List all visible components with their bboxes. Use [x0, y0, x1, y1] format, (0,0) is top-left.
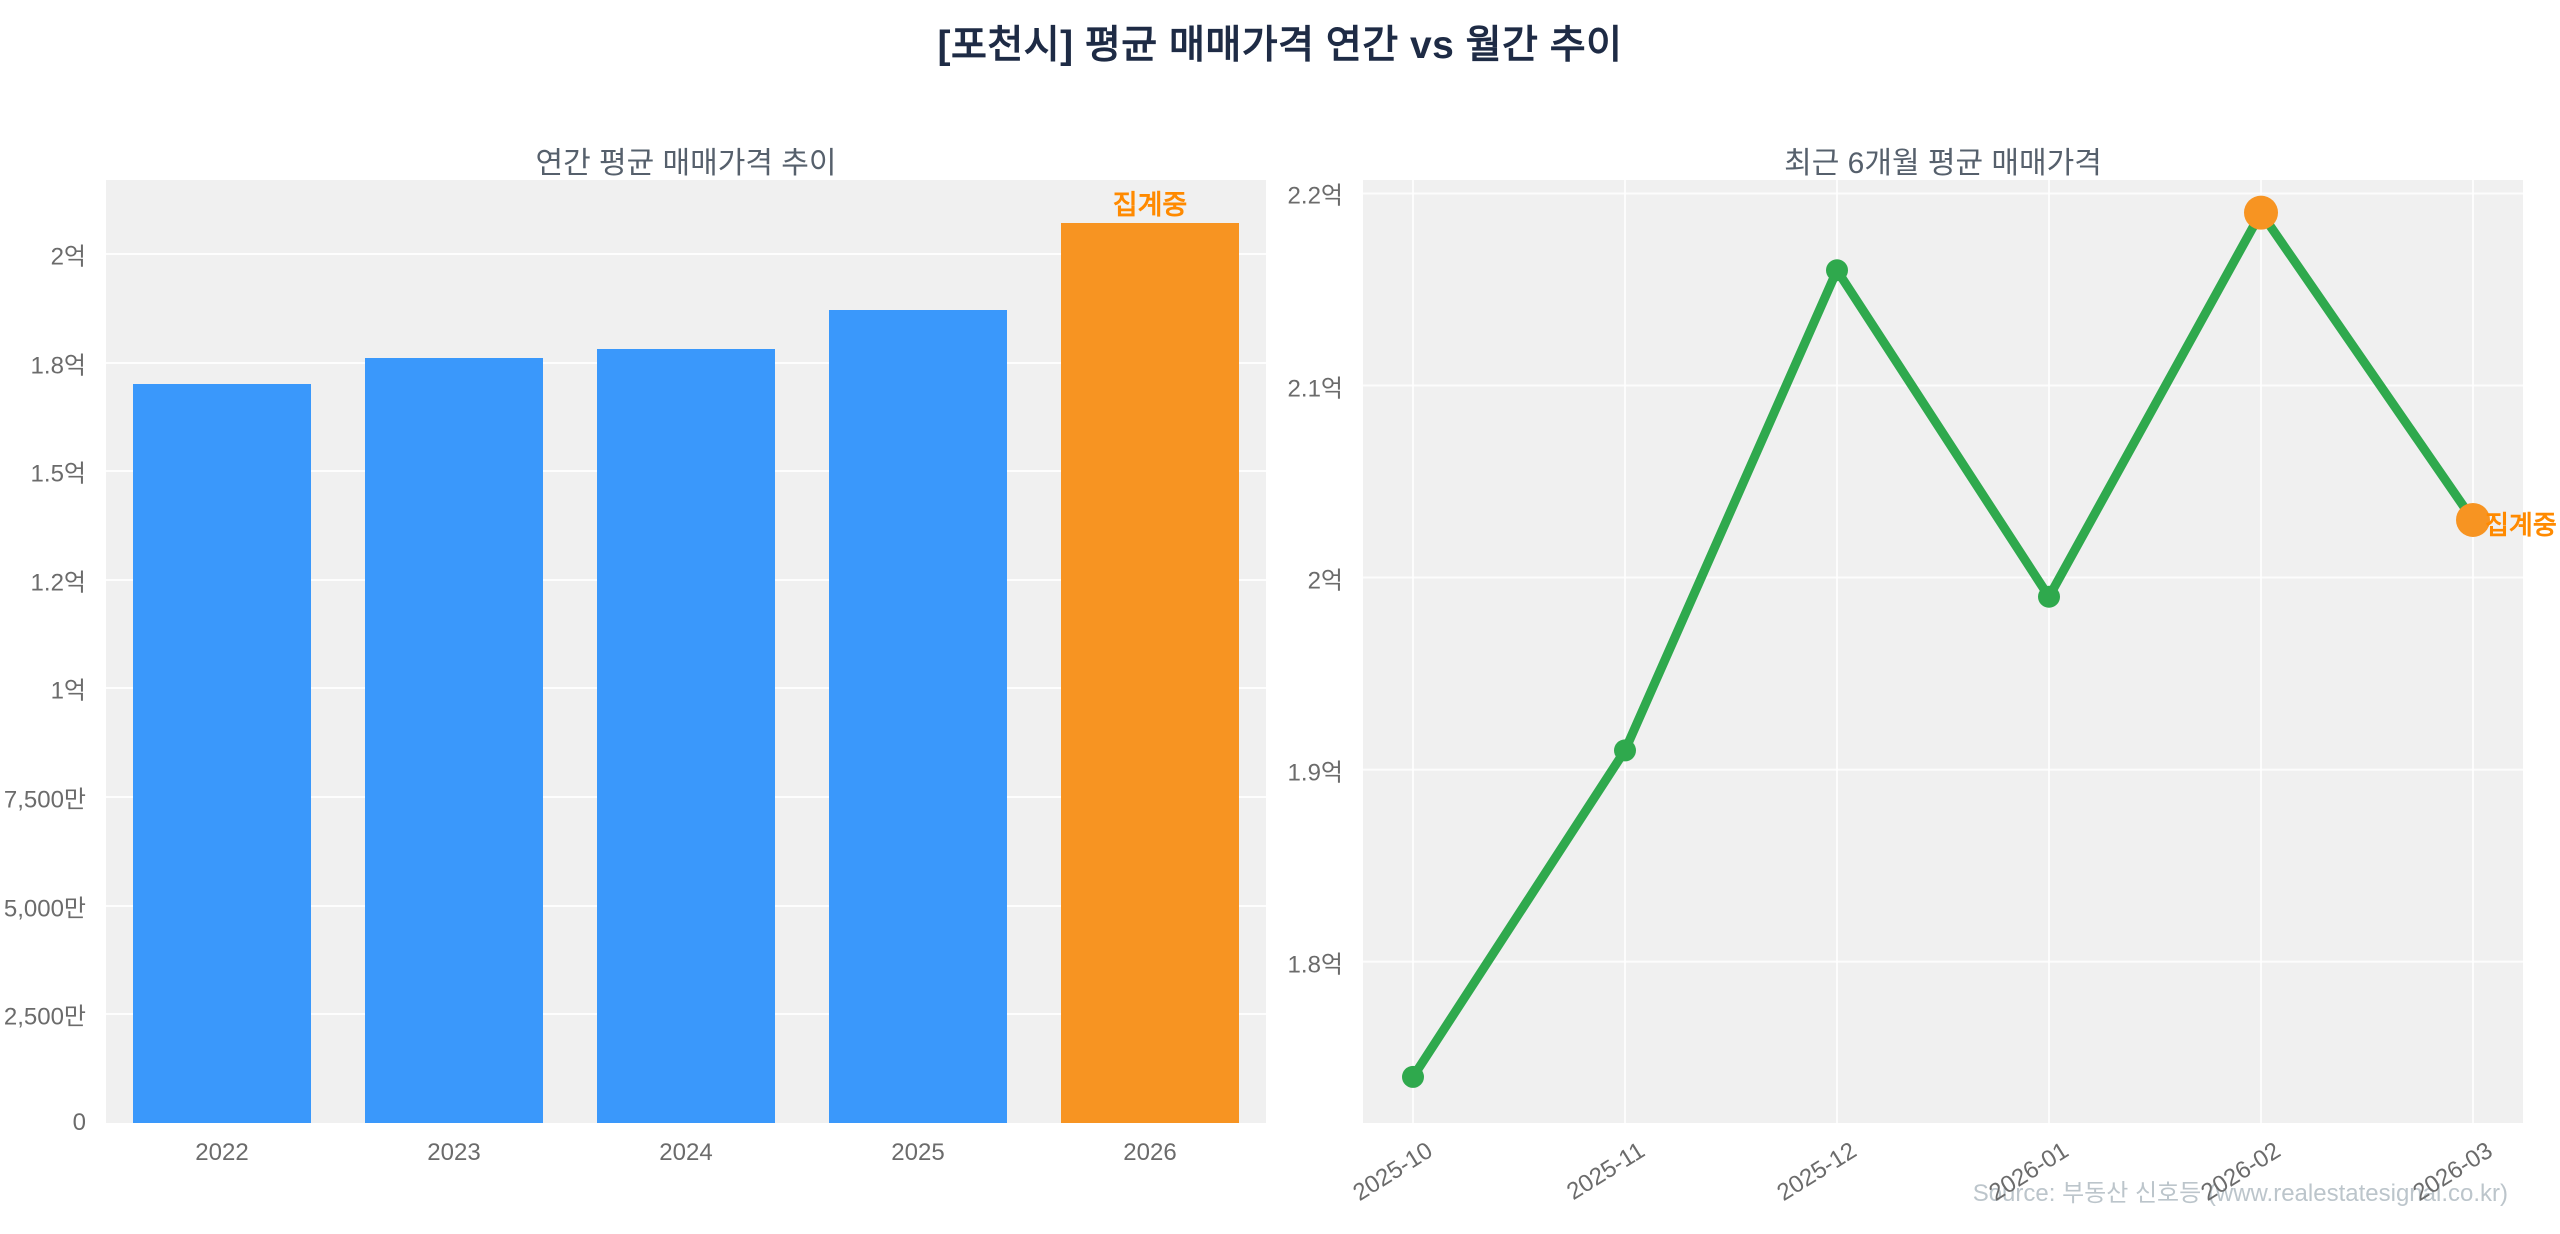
- gridline: [106, 252, 1266, 255]
- page-title: [포천시] 평균 매매가격 연간 vs 월간 추이: [937, 24, 1623, 67]
- y-axis-tick-label: 1.9억: [1287, 759, 1343, 787]
- y-axis-tick-label: 7,500만: [3, 786, 86, 814]
- y-axis-tick-label: 0: [72, 1109, 86, 1136]
- y-axis-tick-label: 1.5억: [30, 460, 86, 488]
- x-axis-tick-label: 2026: [1123, 1139, 1177, 1166]
- yearly-plot-area: [106, 180, 1266, 1123]
- y-axis-tick-label: 1.2억: [30, 569, 86, 597]
- point-2026-02: [2244, 195, 2278, 230]
- x-axis-tick-label: 2025: [891, 1139, 945, 1166]
- y-axis-tick-label: 1억: [50, 677, 86, 705]
- bar-2025: [829, 310, 1007, 1123]
- y-axis-tick-label: 2억: [50, 243, 86, 271]
- bar-2022: [133, 384, 311, 1123]
- yearly-chart-title: 연간 평균 매매가격 추이: [535, 147, 837, 180]
- x-axis-tick-label: 2024: [659, 1139, 713, 1166]
- source-watermark: Source: 부동산 신호등 (www.realestatesignal.co…: [1972, 1180, 2508, 1207]
- aggregating-label: 집계중: [2485, 509, 2557, 540]
- aggregating-label: 집계중: [1112, 190, 1188, 221]
- point-2026-03: [2456, 502, 2490, 537]
- price-line: [1408, 208, 2478, 1082]
- bar-2024: [597, 349, 775, 1123]
- y-axis-tick-label: 1.8억: [30, 352, 86, 380]
- x-axis-tick-label: 2025-10: [1348, 1137, 1438, 1207]
- point-2025-10: [1402, 1065, 1424, 1088]
- x-axis-tick-label: 2022: [195, 1139, 249, 1166]
- x-axis-tick-label: 2025-12: [1772, 1137, 1862, 1207]
- bar-2023: [365, 358, 543, 1123]
- y-axis-tick-label: 2.2억: [1287, 182, 1343, 210]
- line-chart-canvas: [1363, 180, 2523, 1123]
- y-axis-tick-label: 2억: [1307, 567, 1343, 595]
- x-axis-tick-label: 2023: [427, 1139, 481, 1166]
- x-axis-tick-label: 2025-11: [1561, 1137, 1650, 1206]
- y-axis-tick-label: 2.1억: [1287, 375, 1343, 402]
- point-2025-11: [1614, 739, 1636, 762]
- y-axis-tick-label: 5,000만: [3, 895, 86, 923]
- point-2026-01: [2038, 585, 2060, 608]
- bar-2026: [1061, 223, 1239, 1123]
- monthly-chart-title: 최근 6개월 평균 매매가격: [1784, 147, 2102, 180]
- point-2025-12: [1826, 259, 1848, 282]
- y-axis-tick-label: 2,500만: [3, 1003, 86, 1031]
- y-axis-tick-label: 1.8억: [1287, 951, 1343, 979]
- monthly-plot-area: [1363, 180, 2523, 1123]
